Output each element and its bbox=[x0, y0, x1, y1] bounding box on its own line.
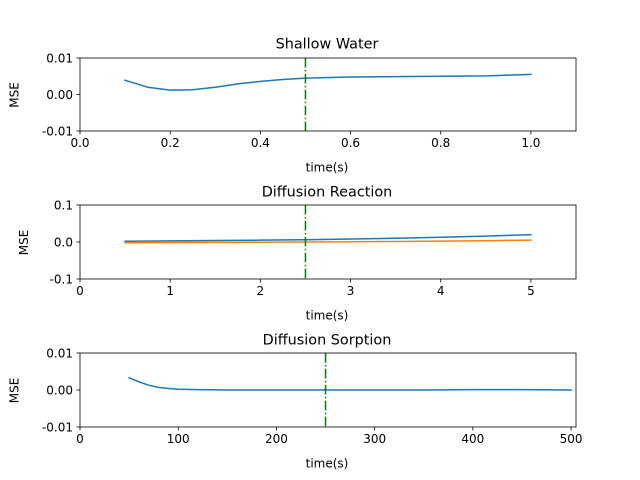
x-tick-label: 500 bbox=[560, 432, 583, 446]
x-tick-label: 0.0 bbox=[70, 136, 89, 150]
y-tick-label: -0.1 bbox=[50, 272, 73, 286]
x-tick-label: 0.6 bbox=[341, 136, 360, 150]
x-tick-label: 2 bbox=[257, 284, 265, 298]
x-axis-label: time(s) bbox=[306, 309, 349, 323]
x-axis-label: time(s) bbox=[306, 457, 349, 471]
x-tick-label: 4 bbox=[437, 284, 445, 298]
y-axis-label: MSE bbox=[17, 230, 31, 256]
series-line-2 bbox=[124, 239, 532, 244]
x-tick-label: 0.8 bbox=[431, 136, 450, 150]
x-tick-label: 0 bbox=[76, 432, 84, 446]
x-tick-label: 200 bbox=[265, 432, 288, 446]
y-axis-label: MSE bbox=[8, 82, 22, 108]
y-tick-label: 0.01 bbox=[46, 51, 73, 65]
y-tick-label: 0.1 bbox=[54, 198, 73, 212]
x-tick-label: 0 bbox=[76, 284, 84, 298]
subplot-diffusion-sorption: Diffusion Sorption time(s) MSE 0 100 200 30… bbox=[8, 333, 583, 471]
y-tick-label: 0.00 bbox=[46, 88, 73, 102]
x-axis-label: time(s) bbox=[306, 161, 349, 175]
x-tick-label: 1.0 bbox=[521, 136, 540, 150]
x-tick-label: 300 bbox=[363, 432, 386, 446]
subplot-title: Diffusion Reaction bbox=[262, 185, 393, 201]
y-tick-label: 0.00 bbox=[46, 383, 73, 397]
series-line-1 bbox=[124, 233, 532, 243]
x-tick-label: 0.2 bbox=[161, 136, 180, 150]
subplot-title: Shallow Water bbox=[276, 37, 379, 53]
y-tick-label: 0.01 bbox=[46, 346, 73, 360]
x-tick-label: 0.4 bbox=[251, 136, 270, 150]
y-tick-label: -0.01 bbox=[42, 124, 73, 138]
x-tick-label: 400 bbox=[461, 432, 484, 446]
subplot-shallow-water: Shallow Water time(s) MSE 0.0 0.2 0.4 0.6 0.… bbox=[8, 37, 577, 175]
series-line-1 bbox=[128, 376, 572, 391]
y-tick-label: -0.01 bbox=[42, 420, 73, 434]
y-tick-label: 0.0 bbox=[54, 235, 73, 249]
series-line-1 bbox=[124, 73, 532, 91]
axes-frame bbox=[79, 352, 577, 428]
subplot-title: Diffusion Sorption bbox=[263, 333, 392, 349]
x-tick-label: 100 bbox=[167, 432, 190, 446]
x-tick-label: 1 bbox=[166, 284, 174, 298]
x-tick-label: 5 bbox=[527, 284, 535, 298]
subplot-diffusion-reaction: Diffusion Reaction time(s) MSE 0 1 2 3 4 5 -0.… bbox=[17, 185, 577, 323]
axes-frame bbox=[79, 57, 577, 132]
y-axis-label: MSE bbox=[8, 378, 22, 404]
axes-frame bbox=[79, 204, 577, 280]
x-tick-label: 3 bbox=[347, 284, 355, 298]
